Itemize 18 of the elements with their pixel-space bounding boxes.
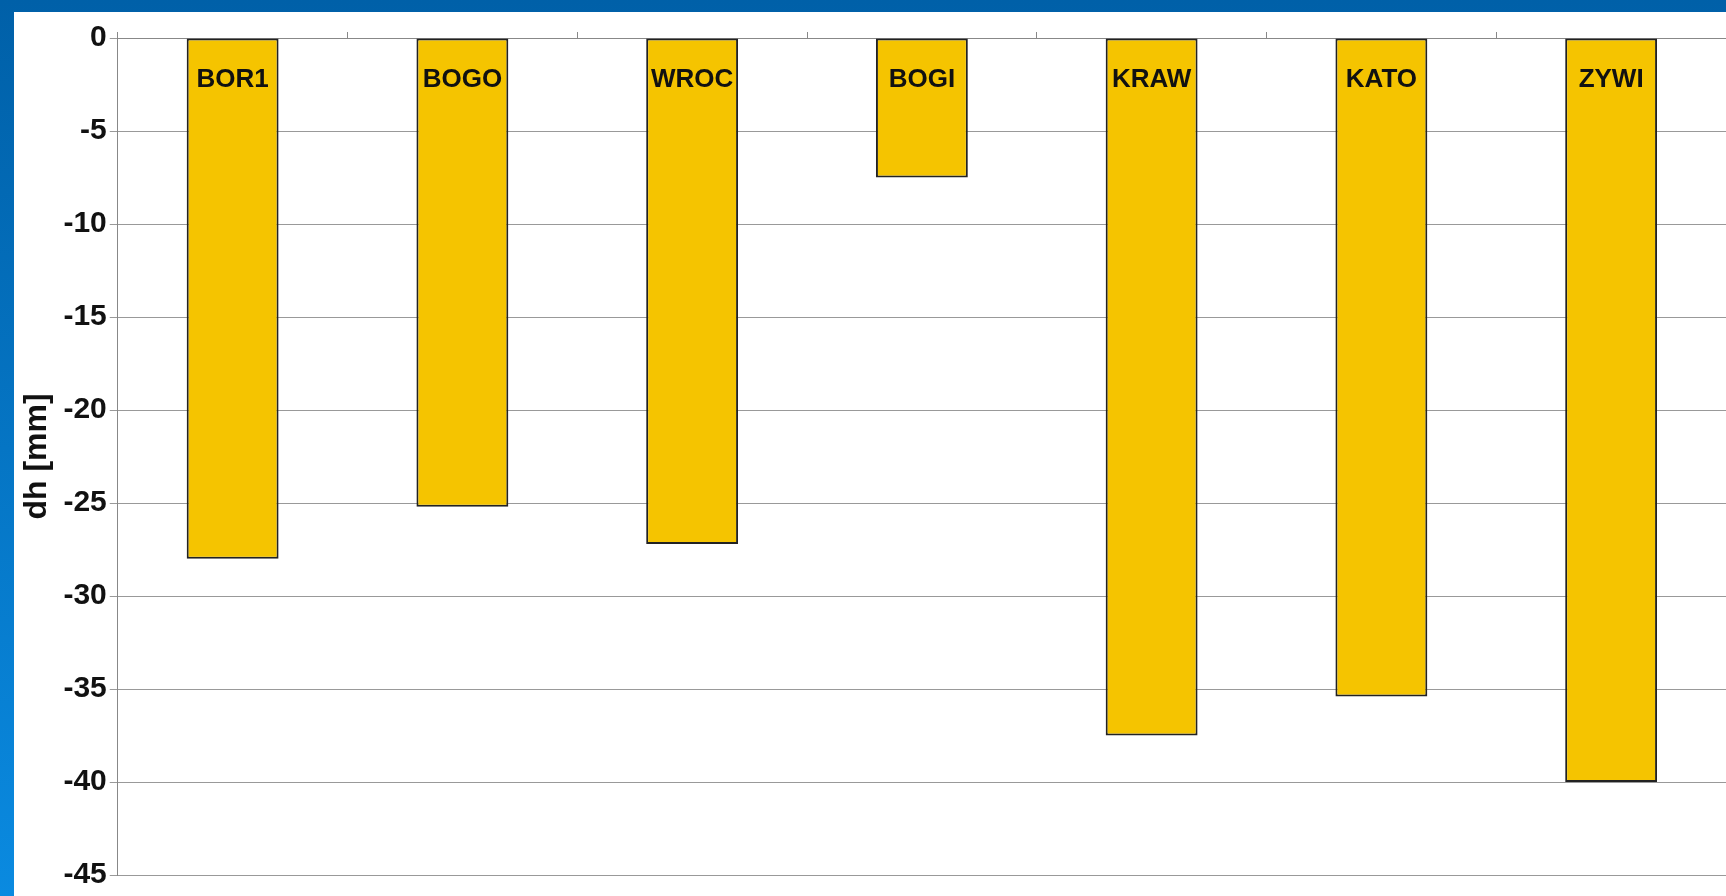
y-axis-title: dh [mm] <box>17 393 54 520</box>
y-tick-label: -10 <box>63 205 107 239</box>
x-tick-label: WROC <box>650 63 734 94</box>
y-tick-label: -20 <box>63 391 107 425</box>
x-tick-label: KRAW <box>1111 63 1192 94</box>
y-tick-label: -15 <box>63 298 107 332</box>
x-tick-label: ZYWI <box>1578 63 1644 94</box>
y-tick-label: -25 <box>63 484 107 518</box>
y-tick-label: 0 <box>90 19 107 53</box>
y-tick-label: -35 <box>63 670 107 704</box>
x-tick-label: BOGO <box>422 63 503 94</box>
y-tick-label: -5 <box>80 112 107 146</box>
x-tick-label: BOGI <box>888 63 956 94</box>
x-tick-label: KATO <box>1345 63 1418 94</box>
x-tick-label: BOR1 <box>196 63 269 94</box>
y-tick-label: -45 <box>63 856 107 890</box>
y-tick-label: -40 <box>63 763 107 797</box>
y-tick-label: -30 <box>63 577 107 611</box>
